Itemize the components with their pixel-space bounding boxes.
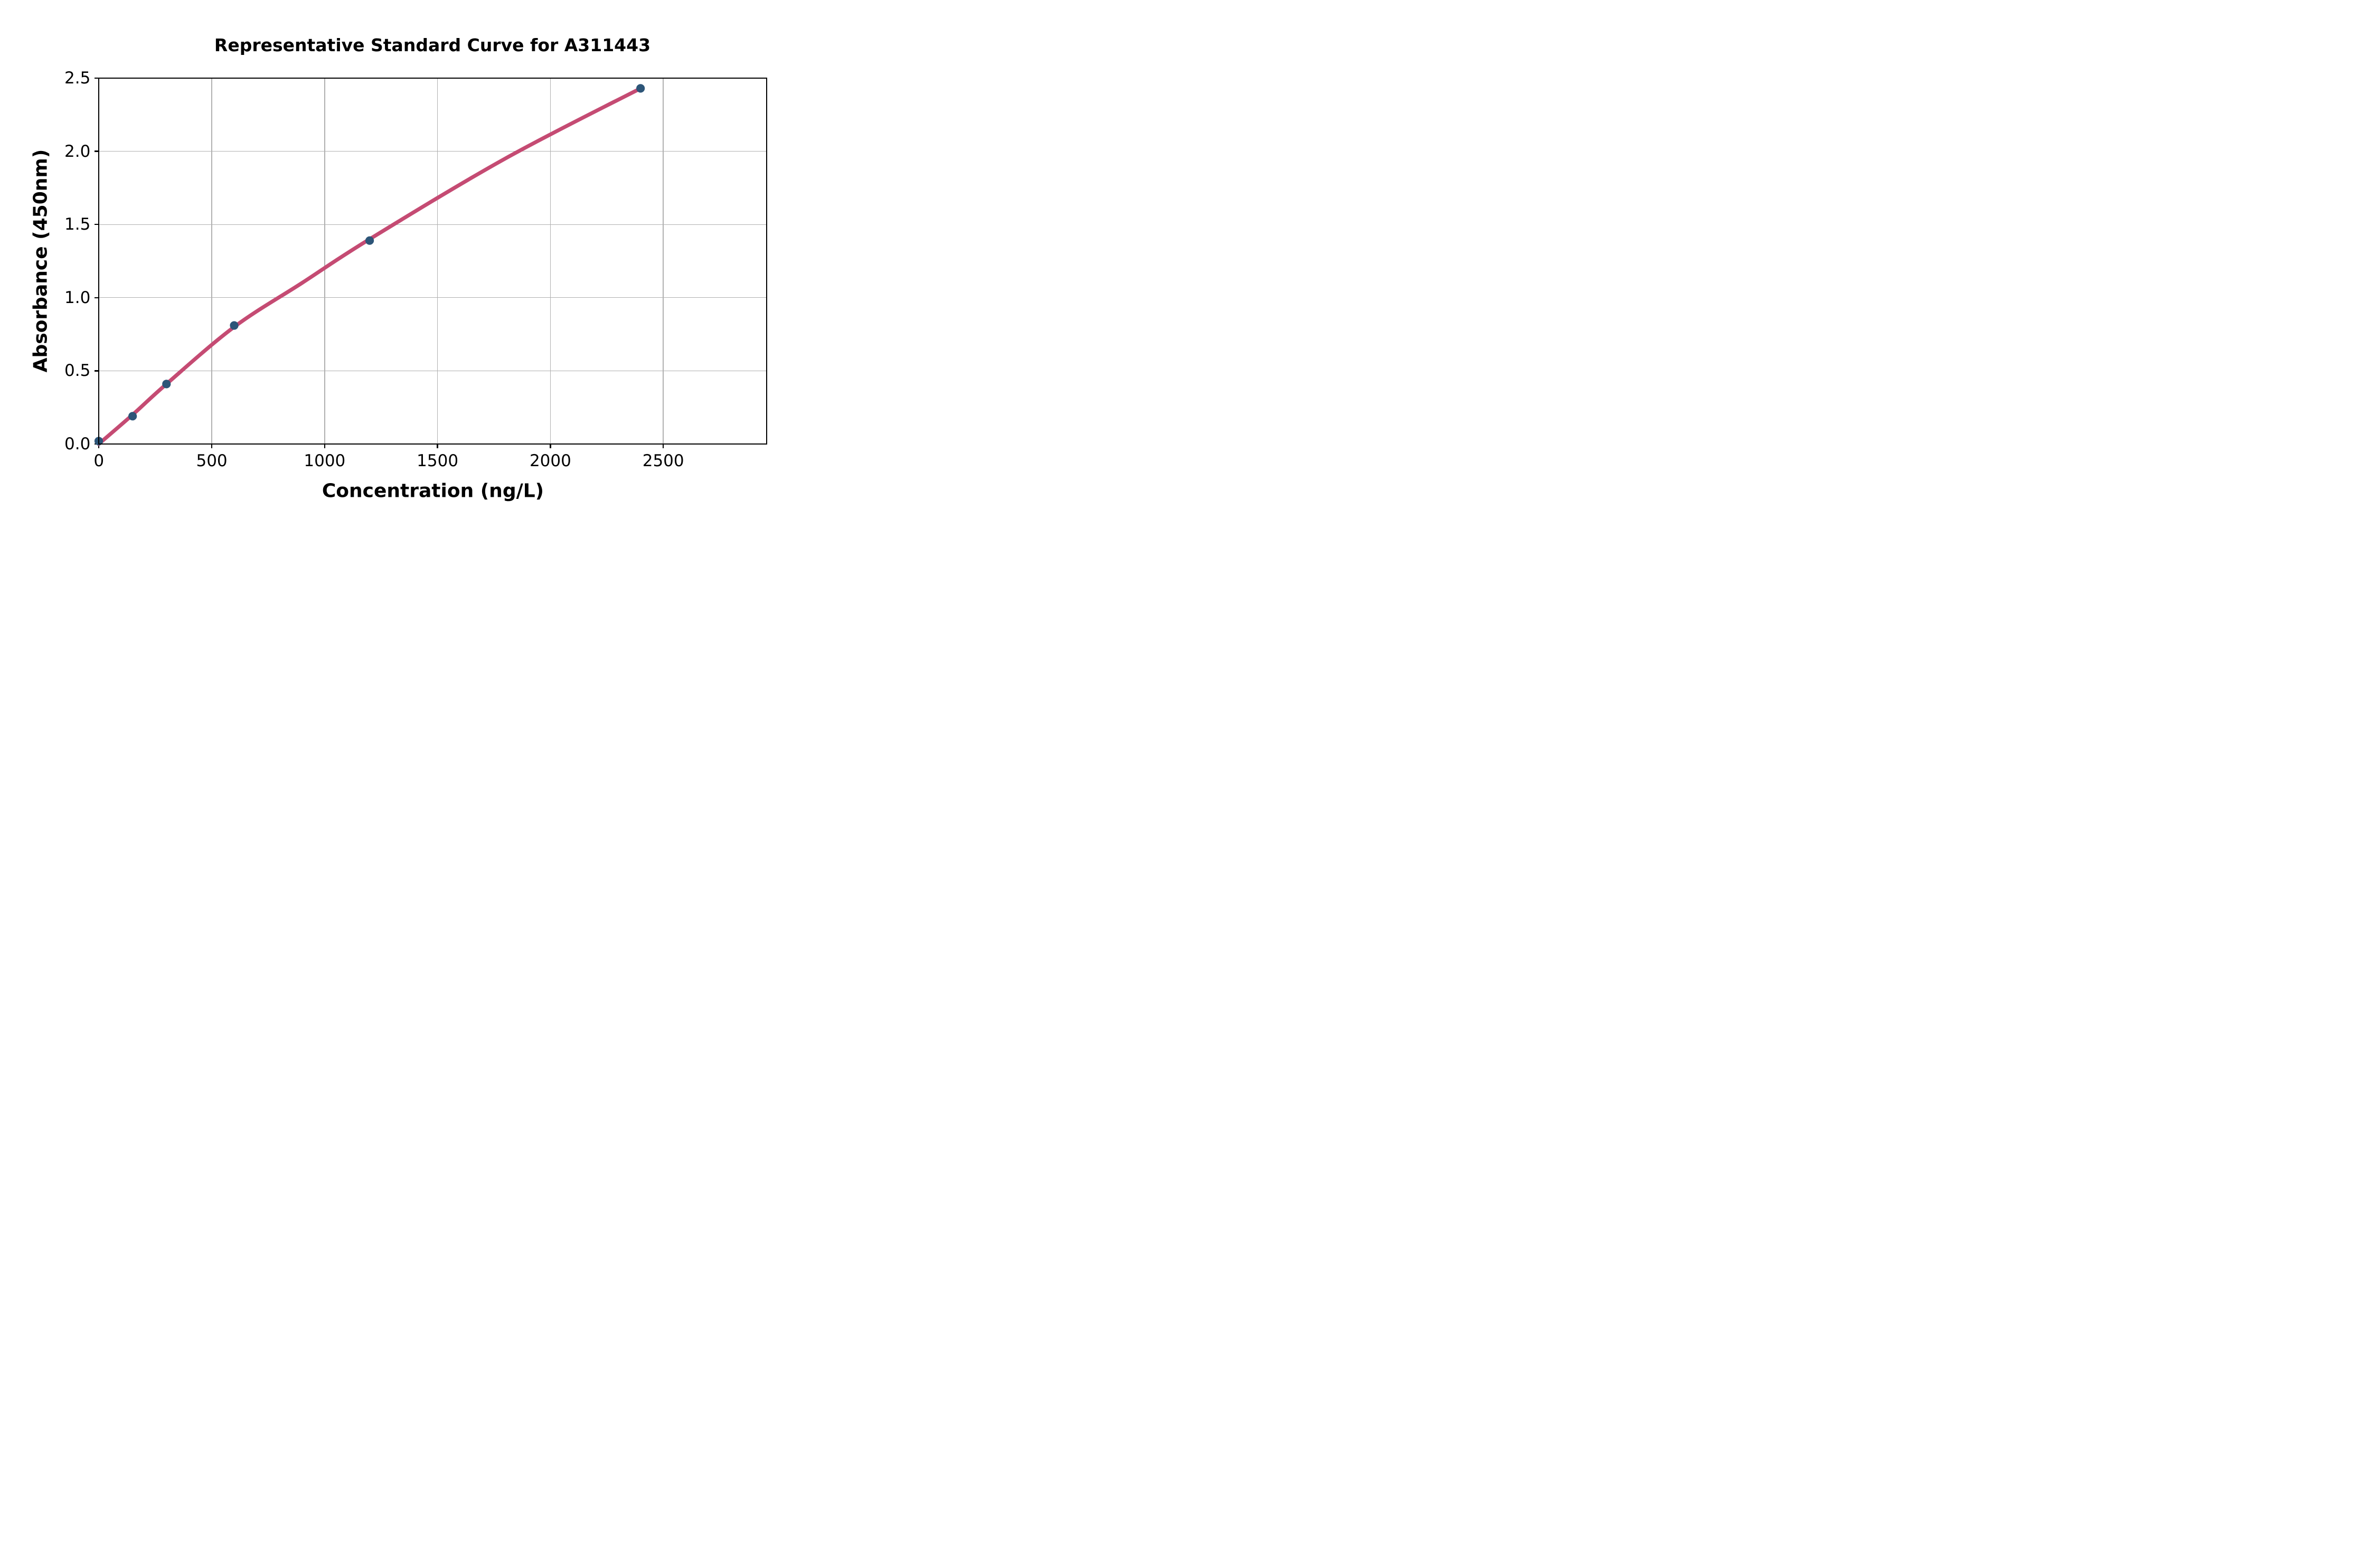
x-tick-2500 [662, 444, 664, 448]
gridline-y-1 [99, 297, 767, 298]
gridline-x-500 [211, 78, 212, 444]
chart-title: Representative Standard Curve for A31144… [214, 35, 651, 55]
x-tick-2000 [550, 444, 551, 448]
data-point-marker-300 [162, 380, 171, 389]
y-tick-2.5 [95, 77, 99, 79]
gridline-y-1.5 [99, 224, 767, 225]
x-tick-label-1000: 1000 [304, 451, 346, 470]
data-point-marker-2400 [636, 84, 645, 93]
y-tick-0.5 [95, 370, 99, 372]
x-tick-label-500: 500 [196, 451, 228, 470]
data-point-marker-600 [230, 321, 239, 330]
y-tick-1.5 [95, 224, 99, 225]
gridline-x-2000 [550, 78, 551, 444]
y-tick-1 [95, 297, 99, 298]
y-tick-label-1.5: 1.5 [64, 215, 91, 234]
y-tick-label-2.0: 2.0 [64, 141, 91, 161]
y-tick-label-0.0: 0.0 [64, 434, 91, 454]
data-point-marker-150 [128, 412, 137, 421]
data-point-marker-0 [95, 437, 103, 446]
plot-area [95, 78, 767, 446]
x-axis-label: Concentration (ng/L) [322, 480, 544, 502]
x-tick-500 [211, 444, 213, 448]
standard-curve-figure: Representative Standard Curve for A31144… [0, 0, 792, 523]
gridline-y-2 [99, 150, 767, 152]
x-tick-label-1500: 1500 [417, 451, 459, 470]
x-tick-label-2000: 2000 [529, 451, 571, 470]
y-axis-label: Absorbance (450nm) [30, 149, 52, 373]
x-tick-0 [98, 444, 100, 448]
gridline-x-1500 [437, 78, 438, 444]
y-tick-2 [95, 150, 99, 152]
x-tick-label-2500: 2500 [642, 451, 684, 470]
y-tick-label-2.5: 2.5 [64, 69, 91, 88]
x-tick-label-0: 0 [93, 451, 105, 470]
y-tick-label-1.0: 1.0 [64, 288, 91, 307]
x-tick-1000 [324, 444, 326, 448]
y-tick-label-0.5: 0.5 [64, 361, 91, 381]
fitted-curve-line [97, 86, 643, 446]
gridline-x-1000 [324, 78, 325, 444]
x-tick-1500 [437, 444, 438, 448]
curve-canvas [95, 84, 645, 446]
data-point-marker-1200 [365, 236, 374, 245]
